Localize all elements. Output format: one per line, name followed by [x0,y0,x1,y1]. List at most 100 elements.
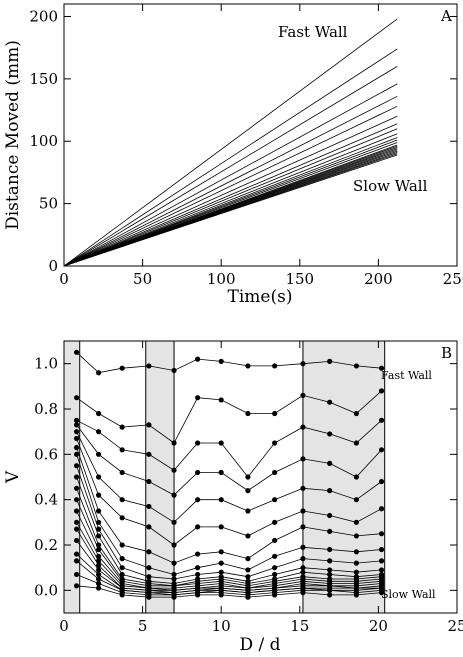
x-tick-label: 200 [364,270,393,288]
panel-b-shaded-region [145,340,175,614]
panel-b-data-point [353,474,359,480]
panel-b-data-point [119,565,125,571]
panel-a: 0 50 100 150 200 250 0 50 100 150 200 Time(s) Dist… [3,3,463,307]
panel-b-data-point [119,556,125,562]
panel-b-data-point [245,508,251,514]
panel-b-data-point [119,571,125,578]
panel-b-data-point [146,524,152,530]
panel-b-data-point [119,447,125,453]
panel-b-data-point [73,583,80,589]
panel-b-data-point [171,560,177,566]
panel-b-data-point [73,395,80,401]
panel-b-data-point [218,497,224,503]
panel-b-data-point [327,587,333,593]
panel-b-data-point [353,549,359,555]
panel-b-data-point [146,422,152,428]
panel-b-data-point [95,519,102,525]
panel-b-data-point [73,485,80,491]
panel-b-data-point [171,467,177,473]
panel-b-data-point [245,533,251,539]
panel-b-data-point [171,367,177,374]
panel-b-data-point [119,469,125,476]
panel-b-data-point [73,508,80,514]
panel-b-data-point [218,397,224,403]
panel-b-data-point [195,565,201,571]
panel-b-data-point [353,497,359,503]
x-tick-label: 0 [59,617,69,635]
y-tick-label: 0.0 [34,581,58,599]
panel-b-data-point [171,594,177,600]
panel-b-data-point [73,497,80,503]
panel-b-data-point [327,488,333,494]
panel-b-data-point [300,544,306,550]
panel-b-data-point [73,537,80,544]
panel-b-data-point [300,361,306,367]
x-tick-label: 20 [369,617,388,635]
panel-b-data-point [95,492,102,498]
panel-b-data-point [195,571,201,578]
panel-b-data-point [195,469,201,476]
panel-b-data-point [378,365,385,371]
panel-b-data-point [171,440,177,446]
panel-b-data-point [300,508,306,514]
panel-b-data-point [272,537,278,544]
panel-b-data-point [245,567,251,573]
panel-a-series-line [63,123,398,267]
panel-b-data-point [378,546,385,553]
panel-b-data-point [272,553,278,559]
panel-b-data-point [95,585,102,591]
panel-b-data-point [73,435,80,442]
panel-b-data-point [95,576,102,582]
panel-b-data-point [95,410,102,417]
panel-b-data-point [146,451,152,457]
panel-b-data-point [95,508,102,514]
y-tick-label: 150 [29,70,58,88]
panel-b-data-point [353,533,359,539]
x-tick-label: 5 [138,617,148,635]
panel-b-data-point [300,392,306,398]
panel-b-data-point [95,429,102,435]
panel-b-data-point [378,417,385,423]
panel-b-frame [63,340,458,614]
panel-b-data-point [327,358,333,364]
panel-b-data-point [195,592,201,598]
y-tick-label: 0.2 [34,536,58,554]
panel-a-series-line [63,128,398,267]
panel-a-ticks: 0 50 100 150 200 250 0 50 100 150 200 [29,4,463,288]
panel-b-data-point [95,558,102,564]
panel-b-data-point [272,497,278,503]
panel-b-data-point [378,447,385,453]
panel-b-data-point [171,542,177,548]
panel-b-data-point [300,569,306,575]
panel-b-data-point [218,549,224,555]
panel-b-xlabel: D / d [239,635,280,655]
y-tick-label: 200 [29,7,58,25]
panel-b-data-point [378,531,385,537]
panel-b-data-point [146,363,152,369]
panel-b-data-point [73,429,80,435]
panel-b-data-point [378,388,385,394]
panel-b-data-point [171,576,177,582]
panel-b-data-point [73,571,80,578]
panel-b-data-point [353,410,359,417]
panel-b-data-point [327,571,333,578]
panel-b-data-point [327,399,333,405]
panel-a-xlabel: Time(s) [228,287,293,307]
panel-a-series-line [63,115,398,267]
panel-b-data-point [300,424,306,430]
panel-b-data-point [73,417,80,423]
y-tick-label: 50 [39,195,58,213]
panel-b-data-point [119,497,125,503]
x-tick-label: 10 [212,617,231,635]
panel-b-data-point [195,395,201,401]
panel-b-data-point [245,556,251,562]
panel-a-series-line [63,83,398,267]
panel-b-data-point [353,519,359,525]
panel-b-data-point [171,492,177,498]
panel-a-series [63,18,398,267]
panel-b-series [73,349,385,600]
panel-b-data-point [95,526,102,532]
panel-b-data-point [146,565,152,571]
x-tick-label: 15 [290,617,309,635]
